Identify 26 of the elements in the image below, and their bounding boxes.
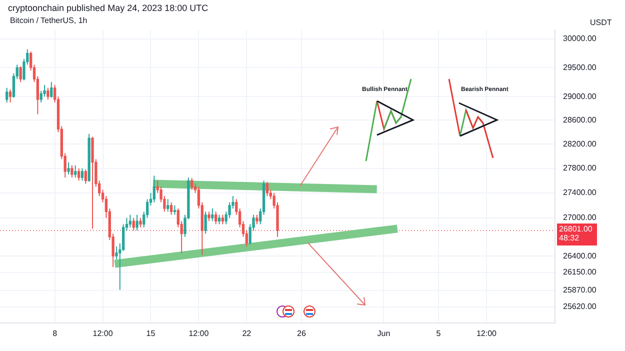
x-tick-label: Jun [377, 329, 390, 338]
text: 48:32 [559, 234, 580, 243]
y-tick-label: 27400.00 [563, 188, 597, 198]
x-tick-label: 26 [297, 329, 306, 338]
y-tick-label: 26400.00 [563, 251, 597, 260]
x-tick-label: 8 [52, 329, 58, 338]
x-tick-label: 12:00 [92, 329, 114, 338]
y-tick-label: 29000.00 [563, 92, 597, 101]
x-tick-label: 12:00 [476, 329, 498, 338]
y-tick-label: 30000.00 [563, 34, 597, 44]
y-tick-label: 27000.00 [563, 213, 597, 222]
y-tick-label: 26150.00 [563, 267, 597, 276]
x-tick-label: 5 [436, 329, 442, 338]
x-tick-label: 15 [146, 329, 156, 338]
y-tick-label: 28600.00 [563, 115, 597, 124]
x-tick-label: 22 [242, 329, 252, 338]
y-tick-label: 27800.00 [563, 164, 597, 173]
ref-line-label: 26801.00 [559, 224, 593, 234]
chart-title: Bitcoin / TetherUS, 1h [10, 16, 88, 25]
y-tick-label: 25620.00 [563, 302, 597, 312]
chart-subtitle: cryptoonchain published May 24, 2023 18:00 UTC [8, 3, 208, 13]
y-tick-label: 28200.00 [563, 139, 597, 148]
y-tick-label: 25870.00 [563, 286, 597, 295]
y-axis-title: USDT [590, 18, 612, 27]
y-tick-label: 29500.00 [563, 62, 597, 72]
x-tick-label: 12:00 [188, 329, 210, 338]
